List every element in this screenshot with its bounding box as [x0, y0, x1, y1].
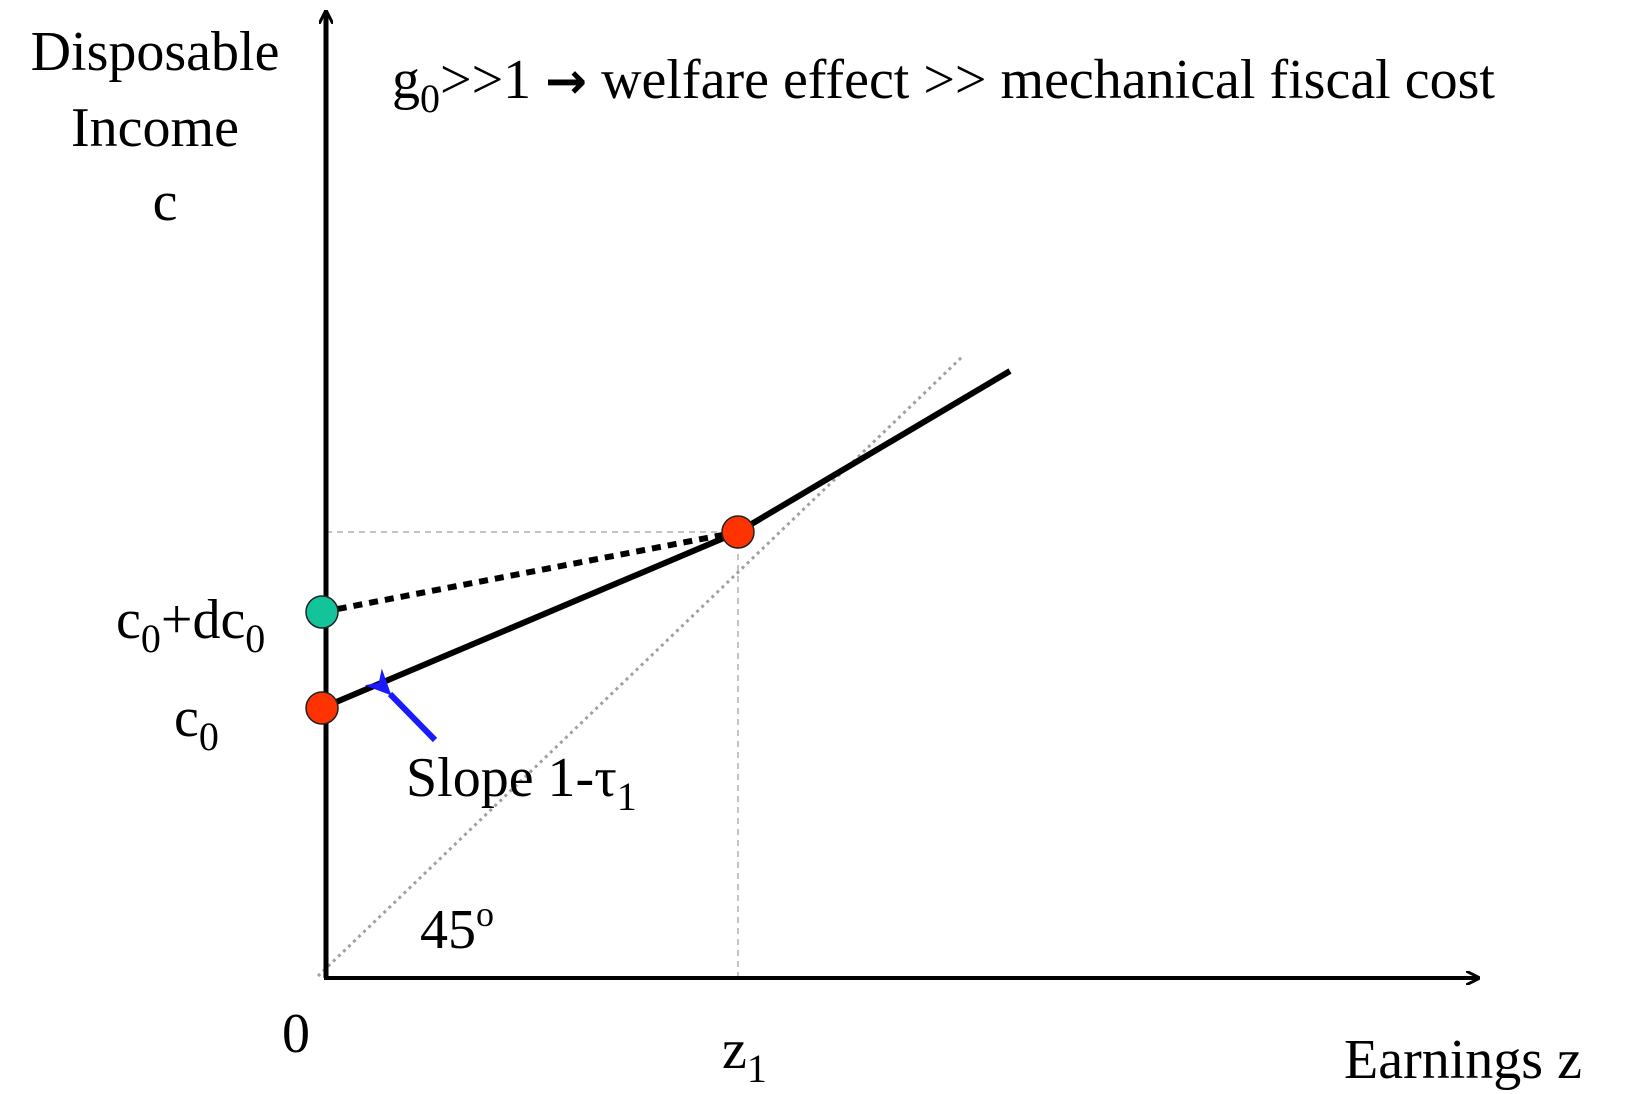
angle-45-label: 45o	[420, 894, 494, 961]
perturbed-budget-line	[321, 529, 739, 615]
origin-label: 0	[282, 1003, 310, 1065]
slope-pointer-arrow	[364, 668, 438, 743]
headline-text: welfare effect >> mechanical fiscal cost	[601, 49, 1495, 111]
reference-45-degree-line	[316, 354, 965, 978]
slope-label: Slope 1-τ1	[406, 747, 637, 819]
headline-g: g	[392, 49, 420, 111]
c0-point	[305, 691, 339, 725]
headline-g-subscript: 0	[420, 76, 440, 121]
y-axis-label-line3: c	[152, 171, 178, 233]
kink-point	[721, 515, 755, 549]
implies-arrow-icon: →	[545, 52, 588, 110]
y-axis-label-line1: Disposable	[30, 21, 280, 83]
y-axis-label-line2: Income	[71, 97, 239, 159]
c0-plus-dc0-point	[305, 595, 339, 629]
z1-label: z1	[722, 1019, 767, 1091]
x-axis-label: Earnings z	[1344, 1029, 1582, 1091]
c0-plus-dc0-label: c0+dc0	[116, 589, 266, 661]
headline-condition: >>1	[440, 49, 532, 111]
budget-constraint-line	[320, 368, 1012, 711]
c0-label: c0	[174, 687, 219, 759]
headline: g0>>1 → welfare effect >> mechanical fis…	[392, 52, 1495, 119]
